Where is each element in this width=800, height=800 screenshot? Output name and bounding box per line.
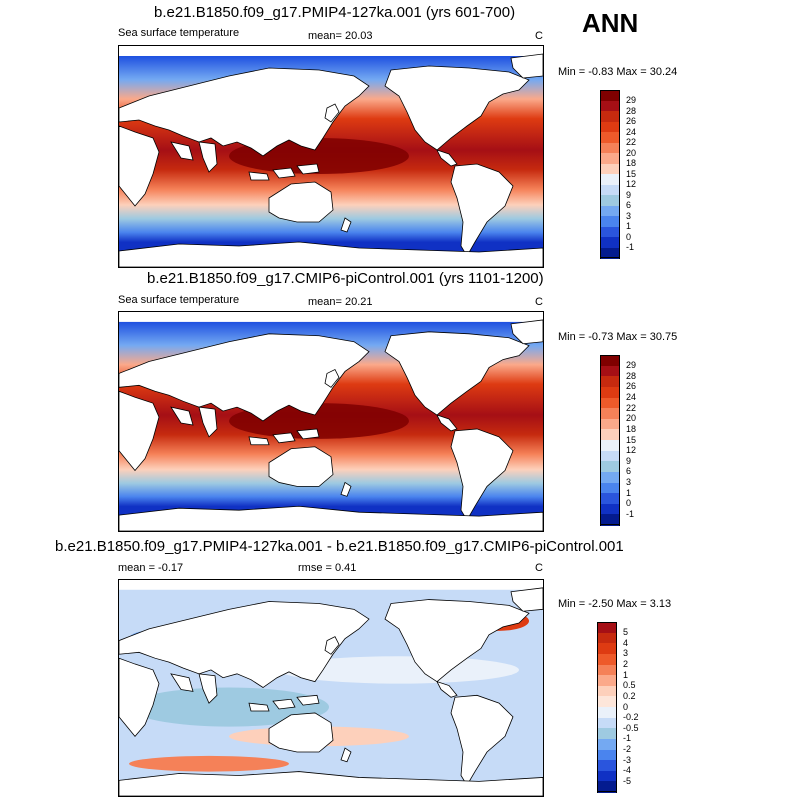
colorbar-tick-label: -1 <box>623 733 632 744</box>
panel-2-colorbar: 29 28 26 24 22 20 18 15 12 9 6 3 1 0 -1 <box>600 355 660 526</box>
colorbar-tick-label: 12 <box>626 179 637 189</box>
colorbar-tick-label: -3 <box>623 754 632 765</box>
panel-1-colorbar: 29 28 26 24 22 20 18 15 12 9 6 3 1 0 -1 <box>600 90 660 259</box>
colorbar-frame <box>597 622 617 792</box>
colorbar-tick-label: -5 <box>623 775 632 786</box>
panel-2-left-label: Sea surface temperature <box>118 294 240 306</box>
colorbar-tick-label: 15 <box>626 434 637 445</box>
colorbar-tick-label: 26 <box>626 116 637 126</box>
colorbar-tick-label: 5 <box>623 627 629 638</box>
panel-3-colorbar: 5 4 3 2 1 0.5 0.2 0 -0.2 -0.5 -1 -2 -3 -4 -5 <box>597 622 657 793</box>
colorbar-tick-label: 24 <box>626 126 637 137</box>
colorbar-tick-label: 22 <box>626 137 637 147</box>
panel-2-title: b.e21.B1850.f09_g17.CMIP6-piControl.001 … <box>147 270 544 287</box>
colorbar-tick-label: 0.5 <box>623 680 636 691</box>
colorbar-tick-label: 2 <box>623 659 629 669</box>
panel-1-map <box>118 45 544 268</box>
colorbar-tick-label: 4 <box>623 637 629 648</box>
panel-3-rmse-label: rmse = 0.41 <box>298 562 357 574</box>
colorbar-tick-label: 18 <box>626 423 637 434</box>
colorbar-tick-label: 15 <box>626 168 637 179</box>
colorbar-tick-label: -1 <box>626 508 635 519</box>
colorbar-tick-label: 26 <box>626 381 637 392</box>
colorbar-tick-label: 20 <box>626 413 637 424</box>
panel-2-units: C <box>535 296 543 308</box>
panel-1-title: b.e21.B1850.f09_g17.PMIP4-127ka.001 (yrs… <box>154 4 516 21</box>
colorbar-tick-label: -4 <box>623 765 632 776</box>
colorbar-frame <box>600 355 620 525</box>
colorbar-tick-label: 9 <box>626 455 632 466</box>
panel-3-map <box>118 579 544 797</box>
panel-1-minmax: Min = -0.83 Max = 30.24 <box>558 66 678 78</box>
colorbar-tick-label: 24 <box>626 392 637 402</box>
panel-2-mean-label: mean= 20.21 <box>308 296 373 308</box>
panel-1-mean-label: mean= 20.03 <box>308 30 373 42</box>
colorbar-tick-label: 3 <box>626 210 632 221</box>
colorbar-tick-label: 1 <box>626 487 632 498</box>
panel-3-minmax: Min = -2.50 Max = 3.13 <box>558 598 672 610</box>
colorbar-tick-label: 3 <box>623 648 629 659</box>
colorbar-tick-label: 20 <box>626 147 637 158</box>
colorbar-tick-label: -2 <box>623 744 632 754</box>
colorbar-tick-label: 0.2 <box>623 690 636 701</box>
colorbar-tick-label: 6 <box>626 200 632 210</box>
colorbar-tick-label: 0 <box>626 231 632 242</box>
colorbar-tick-label: 9 <box>626 189 632 200</box>
panel-3-mean-label: mean = -0.17 <box>118 562 184 574</box>
colorbar-tick-label: 6 <box>626 466 632 477</box>
colorbar-tick-label: 18 <box>626 158 637 168</box>
panel-3-title: b.e21.B1850.f09_g17.PMIP4-127ka.001 - b.… <box>55 538 624 555</box>
colorbar-frame <box>600 90 620 258</box>
panel-3-units: C <box>535 562 543 574</box>
panel-2-map <box>118 311 544 532</box>
colorbar-tick-label: -0.5 <box>623 722 639 733</box>
colorbar-tick-label: 28 <box>626 105 637 116</box>
colorbar-tick-label: 29 <box>626 95 637 105</box>
panel-2-minmax: Min = -0.73 Max = 30.75 <box>558 331 678 343</box>
colorbar-tick-label: 12 <box>626 445 637 456</box>
colorbar-tick-label: 1 <box>623 669 629 680</box>
colorbar-tick-label: 0 <box>626 498 632 509</box>
colorbar-tick-label: 3 <box>626 477 632 487</box>
panel-1-left-label: Sea surface temperature <box>118 27 240 39</box>
colorbar-tick-label: 1 <box>626 221 632 231</box>
colorbar-tick-label: -1 <box>626 242 635 252</box>
season-label: ANN <box>582 8 639 38</box>
colorbar-tick-label: 28 <box>626 370 637 381</box>
colorbar-tick-label: 22 <box>626 402 637 413</box>
colorbar-tick-label: -0.2 <box>623 712 639 723</box>
colorbar-tick-label: 29 <box>626 360 637 371</box>
panel-1-units: C <box>535 30 543 42</box>
colorbar-tick-label: 0 <box>623 701 629 712</box>
